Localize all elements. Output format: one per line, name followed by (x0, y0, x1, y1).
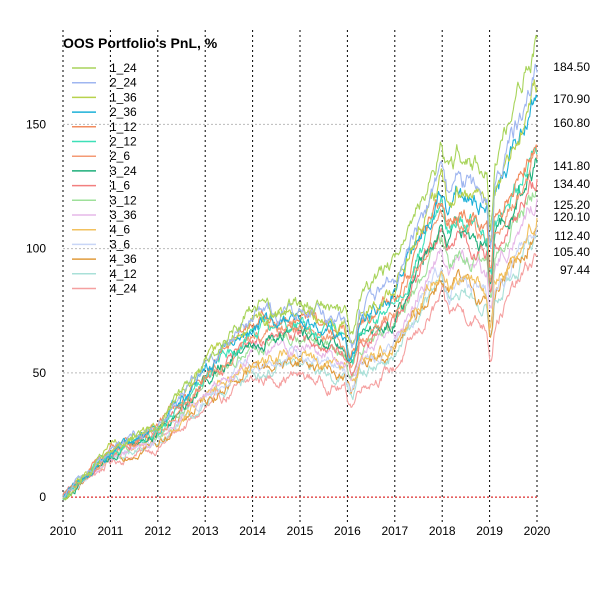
end-value-label: 170.90 (553, 92, 590, 106)
y-tick-label: 100 (26, 242, 46, 256)
end-value-label: 112.40 (554, 229, 590, 243)
chart-title: OOS Portfolio's PnL, % (63, 35, 218, 51)
series-group (62, 34, 538, 501)
series-line-1_24 (62, 34, 538, 501)
series-line-4_12 (62, 234, 538, 500)
x-tick-label: 2011 (97, 524, 123, 538)
end-value-label: 160.80 (553, 116, 590, 130)
legend-label-1_24: 1_24 (110, 61, 137, 75)
x-tick-label: 2014 (239, 524, 266, 538)
legend-label-2_6: 2_6 (110, 149, 130, 163)
x-tick-label: 2016 (334, 524, 361, 538)
legend-label-4_36: 4_36 (110, 252, 137, 266)
legend-label-1_6: 1_6 (110, 179, 130, 193)
legend-label-3_6: 3_6 (110, 237, 130, 251)
x-tick-label: 2020 (524, 524, 551, 538)
legend-label-4_12: 4_12 (110, 267, 137, 281)
legend-label-4_6: 4_6 (110, 223, 130, 237)
end-value-label: 125.20 (553, 198, 590, 212)
legend-label-2_12: 2_12 (110, 135, 137, 149)
end-value-label: 184.50 (553, 60, 590, 74)
y-axis: 0 50 100 150 (26, 117, 46, 504)
end-value-label: 141.80 (553, 159, 590, 173)
legend-label-1_36: 1_36 (110, 90, 137, 104)
legend: 1_242_241_362_361_122_122_63_241_63_123_… (72, 61, 137, 296)
end-value-label: 134.40 (553, 177, 590, 191)
legend-label-2_24: 2_24 (110, 76, 137, 90)
end-value-label: 97.44 (560, 263, 590, 277)
series-line-2_24 (62, 63, 538, 499)
legend-label-4_24: 4_24 (110, 282, 137, 296)
legend-label-2_36: 2_36 (110, 105, 137, 119)
x-axis: 2010 2011 2012 2013 2014 2015 2016 2017 2018 2019… (50, 524, 551, 538)
y-tick-label: 50 (33, 366, 47, 380)
end-value-label: 120.10 (553, 210, 590, 224)
x-tick-label: 2013 (192, 524, 219, 538)
y-tick-label: 0 (39, 490, 46, 504)
x-tick-label: 2019 (476, 524, 503, 538)
end-value-label: 105.40 (553, 245, 590, 259)
y-tick-label: 150 (26, 117, 46, 131)
legend-label-1_12: 1_12 (110, 120, 137, 134)
end-value-labels: 184.50 170.90 160.80 141.80 134.40 125.20120.… (553, 60, 590, 277)
legend-label-3_36: 3_36 (110, 208, 137, 222)
x-tick-label: 2012 (144, 524, 171, 538)
x-tick-label: 2010 (50, 524, 77, 538)
x-tick-label: 2018 (429, 524, 456, 538)
legend-label-3_24: 3_24 (110, 164, 137, 178)
x-tick-label: 2017 (381, 524, 408, 538)
x-tick-label: 2015 (287, 524, 314, 538)
legend-label-3_12: 3_12 (110, 193, 137, 207)
